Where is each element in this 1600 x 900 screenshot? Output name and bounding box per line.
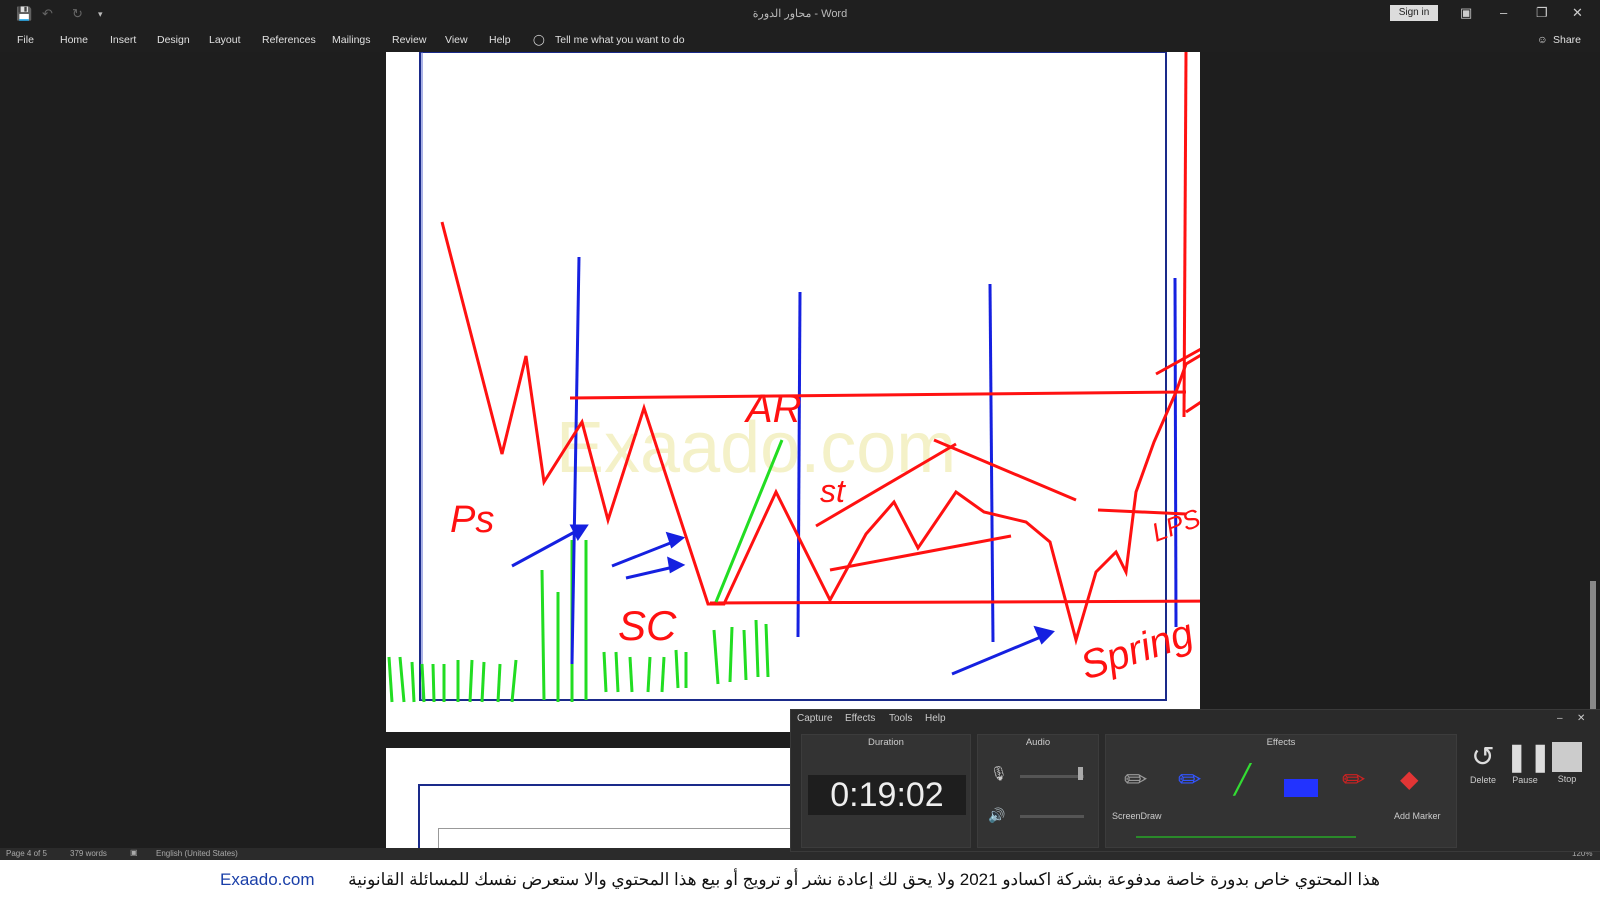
audio-panel: Audio 🎙 🔊 [977,734,1099,848]
audio-label: Audio [1025,737,1051,748]
stop-icon [1552,742,1582,772]
close-icon[interactable]: ✕ [1577,713,1586,724]
tab-home[interactable]: Home [60,34,89,46]
vertical-scrollbar[interactable] [1590,56,1596,846]
title-bar: 💾 ↶ ↻ ▾ محاور الدورة - Word Sign in ▣ – … [0,0,1600,28]
label-ps: Ps [450,499,494,541]
red-pen-icon[interactable]: ✏ [1342,764,1366,795]
menu-effects[interactable]: Effects [845,713,876,724]
volume-bars [387,540,770,703]
customize-toolbar-icon[interactable]: ▾ [98,9,103,19]
restore-icon[interactable]: ❐ [1536,5,1548,20]
tab-review[interactable]: Review [392,34,427,46]
label-lps: LPS [1148,502,1200,547]
speaker-level-meter[interactable] [1020,815,1084,818]
stop-button[interactable]: Stop [1547,740,1587,784]
add-marker-icon[interactable]: ◆ [1400,766,1419,793]
sign-in-button[interactable]: Sign in [1390,5,1438,21]
menu-help[interactable]: Help [925,713,946,724]
tab-insert[interactable]: Insert [110,34,137,46]
delete-label: Delete [1469,775,1496,785]
mic-slider-handle[interactable] [1078,767,1083,780]
person-icon: ☺ [1537,34,1548,46]
copyright-banner: Exaado.com هذا المحتوي خاص بدورة خاصة مد… [0,860,1600,900]
tab-mailings[interactable]: Mailings [332,34,371,46]
zoom-level[interactable]: 120% [1572,849,1593,858]
menu-tools[interactable]: Tools [889,713,913,724]
tab-help[interactable]: Help [489,34,511,46]
footer-notice: هذا المحتوي خاص بدورة خاصة مدفوعة بشركة … [348,870,1380,889]
pause-icon: ❚❚ [1505,741,1552,772]
effects-label: Effects [1266,737,1296,748]
minimize-icon[interactable]: – [1500,5,1508,20]
document-page[interactable]: Exaado.com [386,52,1200,732]
tab-references[interactable]: References [262,34,316,46]
redo-icon[interactable]: ↻ [72,6,83,21]
stop-label: Stop [1557,774,1577,784]
screendraw-pen-icon[interactable]: ✏ [1124,764,1148,795]
label-ar: AR [744,387,802,431]
close-icon[interactable]: ✕ [1572,5,1583,20]
delete-icon: ↺ [1471,741,1495,772]
blue-pen-icon[interactable]: ✏ [1178,764,1202,795]
proofing-icon[interactable]: ▣ [130,848,138,857]
speaker-icon[interactable]: 🔊 [988,807,1006,823]
ribbon-tabs: File Home Insert Design Layout Reference… [0,28,1600,52]
tab-layout[interactable]: Layout [209,34,241,46]
green-highlighter-icon[interactable]: ╱ [1234,764,1251,795]
effects-progress-line [1136,836,1356,838]
effects-panel: Effects ✏ ScreenDraw ✏ ╱ ✏ ◆ Add Marker [1105,734,1457,848]
page-count[interactable]: Page 4 of 5 [6,849,47,858]
screendraw-label: ScreenDraw [1112,811,1162,821]
language[interactable]: English (United States) [156,849,238,858]
save-icon[interactable]: 💾 [16,6,33,21]
window-title: محاور الدورة - Word [752,8,848,20]
label-sc: SC [618,602,677,649]
pause-label: Pause [1512,775,1538,785]
tell-me-search[interactable]: Tell me what you want to do [555,34,685,46]
footer-brand: Exaado.com [220,870,315,889]
duration-label: Duration [868,737,904,748]
tab-file[interactable]: File [17,34,34,46]
label-spring: Spring [1075,611,1199,689]
microphone-icon[interactable]: 🎙 [990,765,1008,781]
tab-design[interactable]: Design [157,34,190,46]
scrollbar-thumb[interactable] [1590,581,1596,711]
add-marker-label: Add Marker [1394,811,1441,821]
share-button[interactable]: Share [1553,34,1582,46]
minimize-icon[interactable]: – [1557,713,1563,724]
recorder-window: Capture Effects Tools Help – ✕ Duration … [790,709,1600,852]
menu-capture[interactable]: Capture [797,713,833,724]
duration-panel: Duration 0:19:02 [801,734,971,848]
label-st: st [820,473,846,509]
delete-button[interactable]: ↺ Delete [1463,740,1503,785]
blue-rectangle-icon[interactable] [1284,779,1318,797]
lightbulb-icon: ◯ [533,34,545,46]
word-count[interactable]: 379 words [70,849,107,858]
duration-display: 0:19:02 [808,775,966,815]
pause-button[interactable]: ❚❚ Pause [1505,740,1552,785]
undo-icon[interactable]: ↶ [42,6,53,21]
mic-level-meter[interactable] [1020,775,1084,778]
tab-view[interactable]: View [445,34,468,46]
screen-drawing: Exaado.com [387,52,1200,703]
ribbon-display-icon[interactable]: ▣ [1460,5,1473,20]
